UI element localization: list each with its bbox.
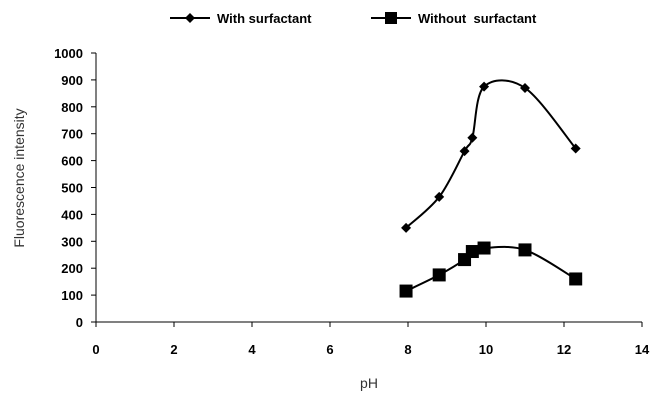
legend-item: With surfactant: [170, 11, 312, 26]
y-tick-label: 600: [61, 154, 83, 169]
series-diamond: [401, 79, 581, 233]
square-marker: [518, 243, 532, 257]
diamond-marker: [459, 146, 470, 157]
square-marker: [399, 284, 413, 298]
y-tick-label: 1000: [54, 46, 83, 61]
square-marker: [477, 241, 491, 255]
diamond-marker: [570, 143, 581, 154]
legend-label: Without surfactant: [418, 11, 537, 26]
diamond-marker: [479, 81, 490, 92]
y-tick-label: 400: [61, 207, 83, 222]
diamond-marker: [401, 222, 412, 233]
y-tick-label: 100: [61, 288, 83, 303]
legend-item: Without surfactant: [371, 11, 537, 26]
legend: With surfactant Without surfactant: [170, 11, 537, 26]
square-marker: [569, 272, 583, 286]
y-tick-label: 800: [61, 100, 83, 115]
legend-marker: [185, 13, 195, 23]
x-tick-label: 14: [635, 342, 650, 357]
legend-marker: [385, 12, 397, 24]
legend-label: With surfactant: [217, 11, 312, 26]
x-tick-label: 4: [248, 342, 256, 357]
y-tick-label: 300: [61, 234, 83, 249]
axes: 0 2 4 6 8 10 12 14 0 100 200 300 400 500 600 700 800 900…: [54, 46, 650, 357]
x-axis-title: pH: [360, 375, 378, 391]
series-square: [399, 241, 583, 298]
y-tick-label: 900: [61, 73, 83, 88]
square-marker: [432, 268, 446, 282]
series-group: [399, 79, 583, 298]
y-ticks: 0 100 200 300 400 500 600 700 800 900 1000: [54, 46, 96, 330]
x-tick-label: 10: [479, 342, 493, 357]
y-axis-title: Fluorescence intensity: [11, 108, 27, 247]
x-tick-label: 6: [326, 342, 333, 357]
y-tick-label: 200: [61, 261, 83, 276]
diamond-marker: [520, 82, 530, 93]
series-line: [405, 245, 577, 292]
x-tick-label: 2: [170, 342, 177, 357]
x-tick-label: 12: [557, 342, 571, 357]
y-tick-label: 700: [61, 127, 83, 142]
series-line: [405, 79, 577, 229]
diamond-marker: [467, 132, 478, 143]
y-tick-label: 0: [76, 315, 83, 330]
y-tick-label: 500: [61, 181, 83, 196]
square-marker: [465, 245, 479, 259]
x-tick-label: 8: [404, 342, 411, 357]
diamond-marker: [434, 191, 445, 202]
x-ticks: 0 2 4 6 8 10 12 14: [92, 322, 650, 357]
x-tick-label: 0: [92, 342, 99, 357]
